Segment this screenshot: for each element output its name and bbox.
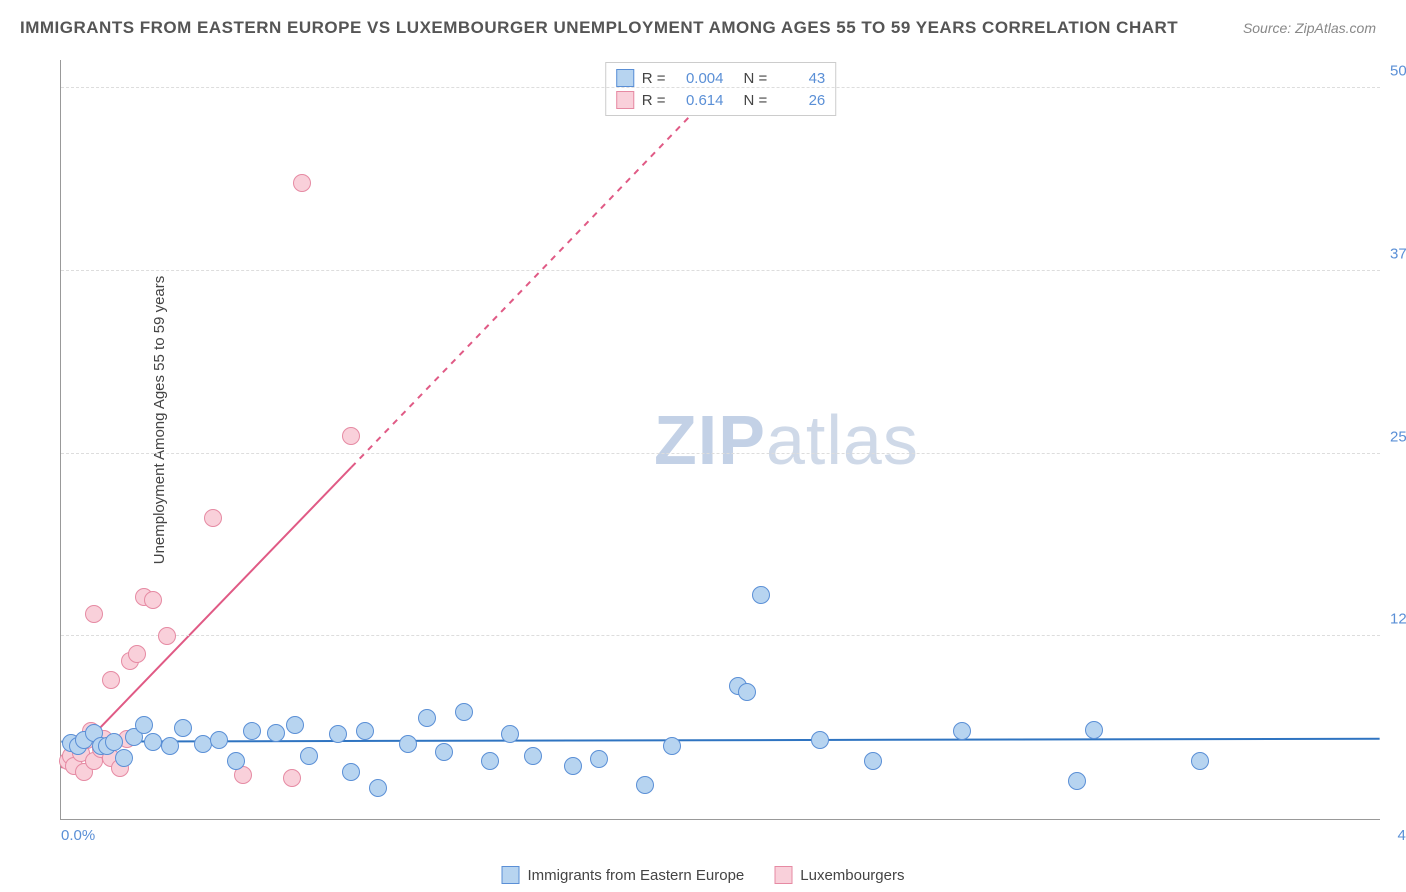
data-point [369, 779, 387, 797]
gridline [61, 635, 1380, 636]
data-point [128, 645, 146, 663]
legend-item: Immigrants from Eastern Europe [502, 866, 745, 884]
trend-lines-svg [61, 60, 1380, 819]
data-point [194, 735, 212, 753]
data-point [342, 763, 360, 781]
plot-area: ZIPatlas R =0.004N =43R =0.614N =26 0.0%… [60, 60, 1380, 820]
data-point [501, 725, 519, 743]
data-point [1191, 752, 1209, 770]
data-point [811, 731, 829, 749]
legend-swatch [774, 866, 792, 884]
data-point [564, 757, 582, 775]
chart-title: IMMIGRANTS FROM EASTERN EUROPE VS LUXEMB… [20, 18, 1178, 38]
data-point [953, 722, 971, 740]
data-point [161, 737, 179, 755]
data-point [663, 737, 681, 755]
y-tick-label: 37.5% [1390, 245, 1406, 262]
watermark: ZIPatlas [654, 400, 919, 480]
data-point [329, 725, 347, 743]
data-point [115, 749, 133, 767]
y-tick-label: 50.0% [1390, 63, 1406, 80]
data-point [356, 722, 374, 740]
data-point [455, 703, 473, 721]
data-point [864, 752, 882, 770]
data-point [342, 427, 360, 445]
source-label: Source: ZipAtlas.com [1243, 20, 1376, 36]
data-point [293, 174, 311, 192]
data-point [1068, 772, 1086, 790]
data-point [135, 716, 153, 734]
data-point [158, 627, 176, 645]
data-point [102, 671, 120, 689]
data-point [227, 752, 245, 770]
data-point [286, 716, 304, 734]
data-point [1085, 721, 1103, 739]
data-point [144, 591, 162, 609]
data-point [210, 731, 228, 749]
data-point [300, 747, 318, 765]
legend-item: Luxembourgers [774, 866, 904, 884]
y-tick-label: 12.5% [1390, 611, 1406, 628]
stat-legend-row: R =0.614N =26 [616, 89, 826, 111]
legend-swatch [616, 69, 634, 87]
data-point [524, 747, 542, 765]
legend-swatch [502, 866, 520, 884]
data-point [243, 722, 261, 740]
gridline [61, 453, 1380, 454]
data-point [105, 733, 123, 751]
data-point [204, 509, 222, 527]
data-point [435, 743, 453, 761]
data-point [636, 776, 654, 794]
x-tick-min: 0.0% [61, 827, 95, 844]
data-point [590, 750, 608, 768]
data-point [399, 735, 417, 753]
stat-legend: R =0.004N =43R =0.614N =26 [605, 62, 837, 116]
gridline [61, 87, 1380, 88]
data-point [481, 752, 499, 770]
bottom-legend: Immigrants from Eastern Europe Luxembourg… [502, 866, 905, 884]
data-point [752, 586, 770, 604]
data-point [85, 605, 103, 623]
data-point [174, 719, 192, 737]
data-point [267, 724, 285, 742]
stat-legend-row: R =0.004N =43 [616, 67, 826, 89]
data-point [738, 683, 756, 701]
x-tick-max: 40.0% [1397, 827, 1406, 844]
data-point [283, 769, 301, 787]
y-tick-label: 25.0% [1390, 428, 1406, 445]
data-point [144, 733, 162, 751]
legend-swatch [616, 91, 634, 109]
data-point [418, 709, 436, 727]
gridline [61, 270, 1380, 271]
